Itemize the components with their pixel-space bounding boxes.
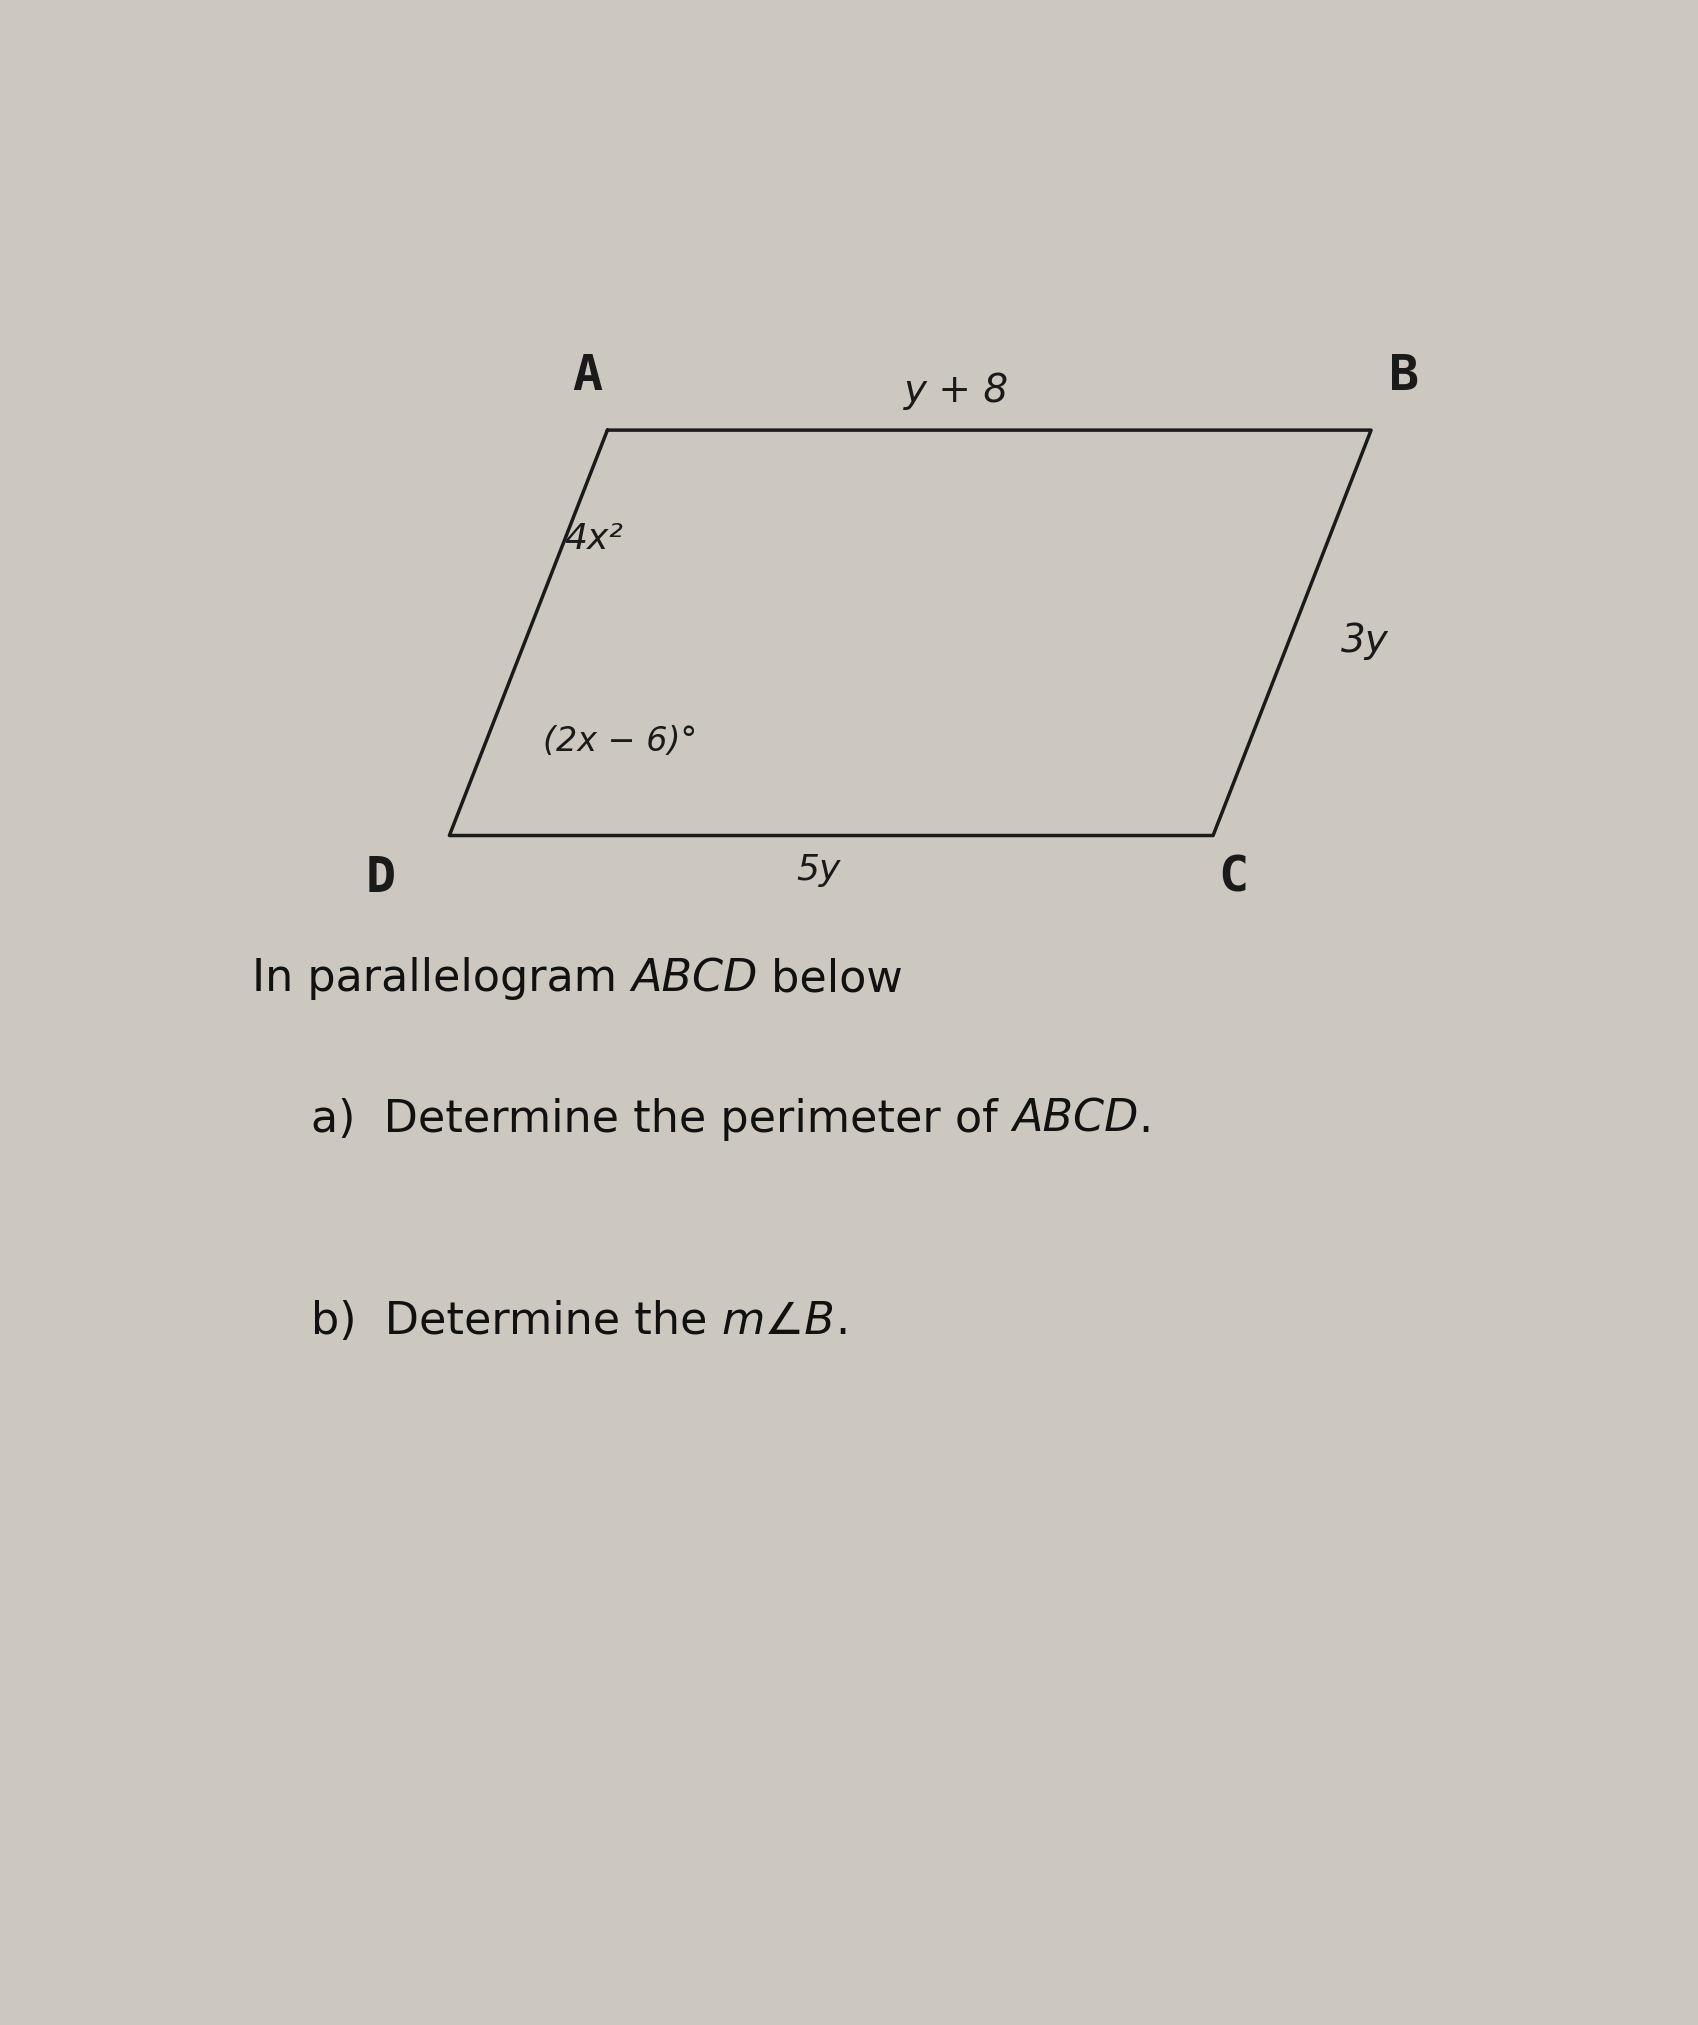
- Text: a)  Determine the perimeter of: a) Determine the perimeter of: [311, 1098, 1012, 1140]
- Text: .: .: [1138, 1098, 1151, 1140]
- Text: 3y: 3y: [1340, 622, 1387, 660]
- Text: .: .: [835, 1300, 849, 1343]
- Text: D: D: [365, 855, 396, 901]
- Text: below: below: [757, 958, 903, 1000]
- Text: ABCD: ABCD: [630, 958, 757, 1000]
- Text: ABCD: ABCD: [1012, 1098, 1138, 1140]
- Text: b)  Determine the: b) Determine the: [311, 1300, 722, 1343]
- Text: m∠B: m∠B: [722, 1300, 835, 1343]
- Text: In parallelogram: In parallelogram: [251, 958, 630, 1000]
- Text: (2x − 6)°: (2x − 6)°: [543, 725, 698, 759]
- Text: A: A: [572, 352, 603, 399]
- Text: y + 8: y + 8: [903, 373, 1009, 411]
- Text: 5y: 5y: [795, 853, 841, 887]
- Text: 4x²: 4x²: [564, 522, 623, 557]
- Text: C: C: [1217, 855, 1246, 901]
- Text: B: B: [1389, 352, 1418, 399]
